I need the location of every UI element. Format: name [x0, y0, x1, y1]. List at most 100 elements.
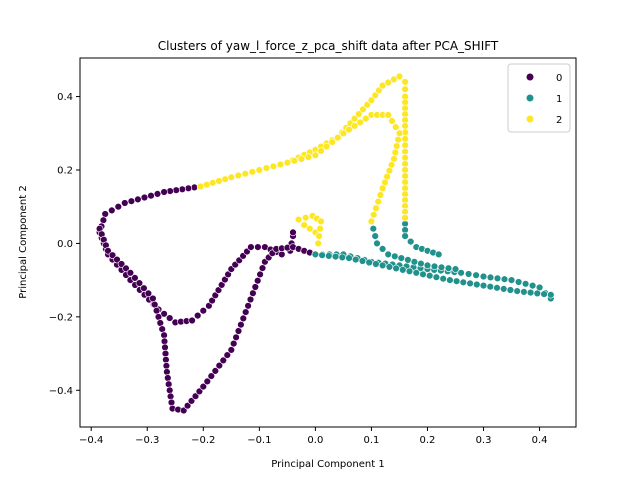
scatter-point-cluster-1: [423, 261, 432, 270]
scatter-point-cluster-1: [500, 275, 509, 283]
scatter-point-cluster-0: [149, 294, 157, 303]
scatter-point-cluster-0: [153, 190, 162, 198]
scatter-point-cluster-1: [365, 258, 373, 267]
scatter-point-cluster-1: [352, 255, 360, 264]
scatter-point-cluster-1: [513, 287, 521, 295]
scatter-point-cluster-2: [388, 117, 396, 125]
scatter-point-cluster-1: [528, 281, 537, 290]
scatter-point-cluster-0: [191, 392, 200, 400]
scatter-point-cluster-1: [466, 279, 474, 288]
scatter-point-cluster-2: [370, 211, 378, 219]
scatter-point-cluster-2: [215, 177, 223, 185]
scatter-point-cluster-0: [195, 387, 204, 396]
scatter-point-cluster-1: [358, 257, 367, 265]
scatter-point-cluster-2: [203, 181, 211, 189]
scatter-point-cluster-0: [156, 319, 165, 327]
scatter-point-cluster-0: [152, 307, 161, 315]
scatter-point-cluster-0: [172, 186, 180, 194]
scatter-point-cluster-2: [367, 96, 376, 104]
scatter-point-cluster-1: [373, 239, 381, 248]
scatter-point-cluster-0: [151, 300, 159, 309]
legend-marker-1: [525, 93, 535, 103]
scatter-point-cluster-0: [183, 402, 192, 410]
scatter-point-cluster-1: [372, 260, 380, 268]
scatter-point-cluster-2: [401, 214, 409, 222]
legend-label-2: 2: [556, 115, 562, 126]
scatter-point-cluster-0: [249, 289, 257, 297]
scatter-point-cluster-1: [385, 263, 394, 271]
scatter-point-cluster-1: [405, 267, 414, 275]
scatter-point-cluster-0: [140, 193, 149, 202]
x-tick-label: −0.2: [191, 435, 215, 446]
scatter-point-cluster-2: [401, 135, 409, 143]
x-tick-label: −0.4: [79, 435, 103, 446]
legend-marker-2: [525, 114, 535, 124]
scatter-point-cluster-1: [486, 273, 495, 282]
scatter-point-cluster-1: [452, 277, 461, 285]
scatter-point-cluster-0: [199, 307, 208, 315]
scatter-point-cluster-0: [218, 281, 226, 289]
scatter-point-cluster-2: [384, 111, 392, 119]
scatter-point-cluster-1: [419, 270, 427, 278]
scatter-point-cluster-2: [390, 75, 398, 84]
scatter-point-cluster-2: [269, 162, 278, 171]
scatter-point-cluster-1: [439, 275, 447, 283]
scatter-point-cluster-0: [194, 311, 202, 320]
ticks: −0.4 −0.3 −0.2 −0.1 0.0 0.1 0.2 0.3 0.4 −0.4 −0.2 0…: [49, 92, 548, 446]
scatter-point-cluster-2: [311, 151, 320, 160]
scatter-point-cluster-2: [314, 239, 322, 248]
scatter-point-cluster-0: [101, 210, 109, 218]
scatter-point-cluster-0: [178, 185, 187, 194]
scatter-point-cluster-0: [187, 397, 196, 405]
scatter-point-cluster-0: [258, 264, 267, 272]
scatter-point-cluster-1: [338, 253, 346, 262]
scatter-point-cluster-2: [283, 158, 292, 167]
plot-frame: [79, 57, 577, 428]
scatter-point-cluster-1: [533, 289, 541, 298]
scatter-point-cluster-1: [391, 252, 399, 260]
scatter-point-cluster-1: [464, 270, 473, 278]
scatter-point-cluster-1: [401, 220, 409, 228]
scatter-point-cluster-1: [371, 232, 379, 240]
scatter-point-cluster-1: [459, 278, 467, 286]
legend-label-0: 0: [556, 73, 562, 84]
scatter-point-cluster-2: [300, 221, 308, 229]
scatter-point-cluster-0: [140, 284, 148, 292]
scatter-point-cluster-1: [472, 271, 480, 279]
scatter-point-cluster-2: [255, 166, 263, 174]
scatter-point-cluster-2: [367, 217, 376, 226]
y-tick-label: 0.0: [57, 239, 73, 250]
scatter-point-cluster-0: [135, 279, 144, 287]
scatter-point-cluster-1: [520, 288, 528, 296]
scatter-point-cluster-0: [224, 270, 232, 279]
scatter-point-cluster-1: [311, 250, 320, 259]
scatter-point-cluster-0: [180, 406, 188, 415]
scatter-point-cluster-0: [165, 380, 173, 388]
scatter-point-cluster-1: [412, 269, 420, 277]
scatter-point-cluster-1: [404, 256, 412, 264]
scatter-point-cluster-2: [378, 81, 387, 90]
scatter-point-cluster-1: [345, 254, 353, 262]
scatter-point-cluster-1: [410, 258, 419, 266]
scatter-point-cluster-0: [256, 270, 264, 279]
scatter-point-cluster-0: [160, 310, 168, 318]
scatter-point-cluster-2: [362, 114, 370, 123]
scatter-point-cluster-0: [242, 308, 250, 316]
scatter-point-cluster-2: [248, 168, 257, 176]
scatter-point-cluster-0: [166, 386, 174, 394]
scatter-point-cluster-2: [378, 184, 387, 193]
x-axis-label: Principal Component 1: [271, 459, 384, 470]
scatter-point-cluster-1: [435, 250, 443, 259]
scatter-point-cluster-2: [317, 217, 325, 226]
scatter-point-cluster-2: [328, 138, 336, 146]
scatter-point-cluster-2: [297, 155, 306, 163]
scatter-point-cluster-2: [209, 179, 217, 187]
scatter-point-cluster-2: [317, 147, 325, 155]
scatter-point-cluster-0: [219, 356, 228, 365]
scatter-point-cluster-0: [188, 316, 196, 325]
scatter-point-cluster-0: [166, 314, 174, 322]
scatter-point-cluster-1: [521, 280, 530, 288]
scatter-point-cluster-1: [401, 232, 409, 240]
scatter-point-cluster-0: [154, 313, 163, 321]
